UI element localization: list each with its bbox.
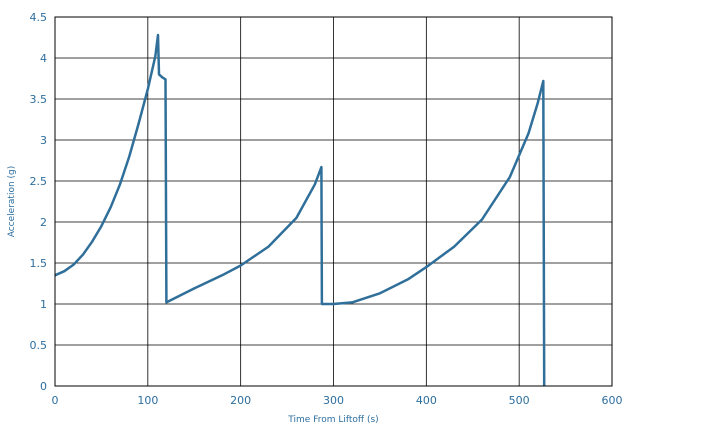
x-tick-label: 400 bbox=[416, 394, 437, 407]
y-tick-label: 4.5 bbox=[30, 11, 48, 24]
plot-frame bbox=[54, 16, 613, 387]
y-tick-label: 2.5 bbox=[30, 175, 48, 188]
y-tick-label: 4 bbox=[40, 52, 47, 65]
chart-grid bbox=[54, 16, 613, 387]
y-tick-label: 0.5 bbox=[30, 339, 48, 352]
chart-tick-labels: 0 100 200 300 400 500 600 0 0.5 1 1.5 2 2.5 3 3.5 4 4.5 bbox=[30, 11, 623, 407]
y-tick-label: 2 bbox=[40, 216, 47, 229]
y-tick-label: 3 bbox=[40, 134, 47, 147]
y-axis-title: Acceleration (g) bbox=[7, 166, 17, 238]
x-tick-label: 200 bbox=[230, 394, 251, 407]
acceleration-series-line bbox=[54, 33, 546, 387]
y-tick-label: 3.5 bbox=[30, 93, 48, 106]
x-tick-label: 500 bbox=[509, 394, 530, 407]
y-tick-label: 1.5 bbox=[30, 257, 48, 270]
y-tick-label: 1 bbox=[40, 298, 47, 311]
x-tick-label: 0 bbox=[52, 394, 59, 407]
x-tick-label: 100 bbox=[137, 394, 158, 407]
x-tick-label: 300 bbox=[323, 394, 344, 407]
x-tick-label: 600 bbox=[602, 394, 623, 407]
y-tick-label: 0 bbox=[40, 380, 47, 393]
x-axis-title: Time From Liftoff (s) bbox=[287, 415, 378, 425]
